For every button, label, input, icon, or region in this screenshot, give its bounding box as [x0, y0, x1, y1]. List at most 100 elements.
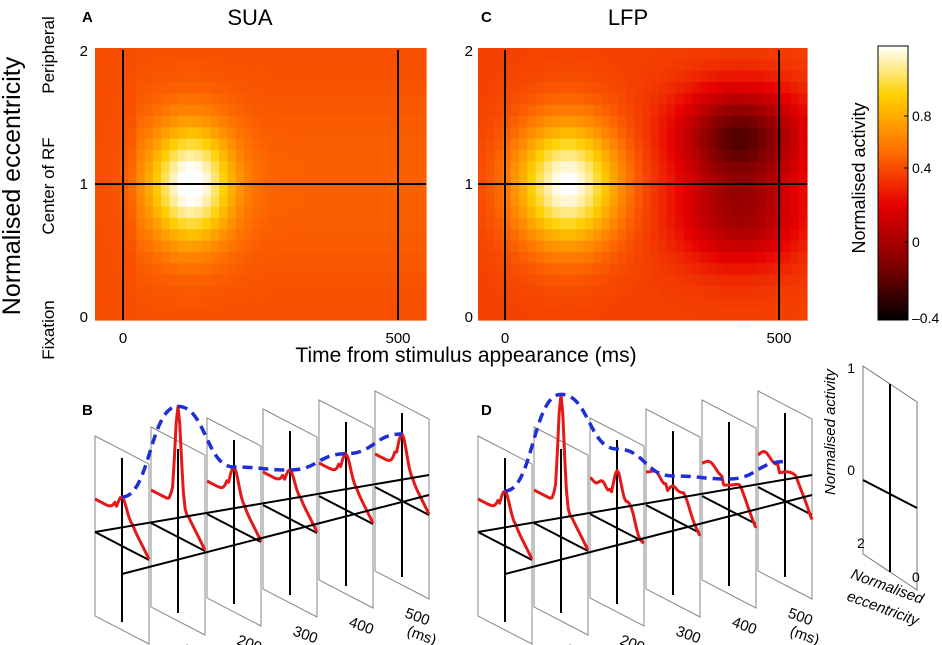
heatmap-cell [219, 82, 229, 94]
heatmap-cell [103, 286, 113, 298]
heatmap-cell [543, 229, 553, 242]
heatmap-cell [202, 104, 212, 117]
heatmap-cell [617, 70, 627, 83]
heatmap-cell [790, 274, 800, 287]
heatmap-cell [675, 138, 685, 151]
heatmap-cell [277, 195, 286, 208]
heatmap-cell [128, 138, 137, 151]
heatmap-cell [293, 116, 303, 128]
heatmap-cell [708, 297, 718, 310]
heatmap-cell [227, 240, 237, 253]
heatmap-cell [186, 240, 195, 253]
time-axis-upper [477, 474, 813, 533]
heatmap-cell [334, 104, 344, 117]
heatmap-cell [152, 127, 162, 140]
heatmap-cell [708, 229, 718, 242]
heatmap-cell [252, 172, 262, 185]
heatmap-cell [560, 161, 570, 174]
heatmap-cell [359, 206, 369, 219]
heatmap-cell [486, 70, 496, 83]
heatmap-cell [177, 297, 187, 310]
heatmap-cell [351, 161, 361, 174]
heatmap-cell [535, 104, 545, 117]
heatmap-cell [617, 240, 627, 253]
heatmap-cell [741, 206, 751, 219]
heatmap-cell [535, 138, 545, 151]
heatmap-cell [409, 240, 419, 253]
heatmap-cell [194, 206, 204, 219]
heatmap-cell [186, 195, 195, 208]
heatmap-cell [757, 116, 767, 128]
heatmap-cell [318, 70, 328, 83]
heatmap-cell [227, 286, 237, 298]
heatmap-cell [510, 218, 520, 230]
heatmap-cell [210, 308, 220, 321]
heatmap-cell [691, 172, 701, 185]
heatmap-cell [235, 138, 245, 151]
heatmap-cell [252, 104, 262, 117]
heatmap-cell [318, 195, 328, 208]
heatmap-cell [227, 161, 237, 174]
heatmap-cell [177, 104, 187, 117]
heatmap-cell [716, 240, 726, 253]
heatmap-cell [326, 161, 336, 174]
heatmap-cell [161, 93, 171, 106]
heatmap-cell [642, 104, 652, 117]
heatmap-cell [277, 127, 286, 140]
heatmap-cell [128, 263, 137, 276]
heatmap-cell [334, 274, 344, 287]
heatmap-cell [765, 82, 775, 94]
heatmap-cell [210, 274, 220, 287]
heatmap-cell [268, 82, 278, 94]
heatmap-cell [103, 104, 113, 117]
heatmap-cell [368, 150, 377, 162]
heatmap-cell [326, 286, 336, 298]
heatmap-cell [401, 274, 411, 287]
heatmap-cell [724, 70, 734, 83]
heatmap-cell [626, 240, 635, 253]
heatmap-cell [136, 252, 146, 264]
heatmap-cell [368, 206, 377, 219]
heatmap-cell [401, 240, 411, 253]
heatmap-cell [724, 172, 734, 185]
heatmap-cell [169, 150, 179, 162]
heatmap-cell [749, 206, 759, 219]
heatmap-cell [749, 161, 759, 174]
heatmap-cell [235, 240, 245, 253]
heatmap-cell [376, 138, 386, 151]
heatmap-cell [169, 104, 179, 117]
heatmap-cell [202, 59, 212, 72]
heatmap-cell [543, 240, 553, 253]
heatmap-cell [169, 274, 179, 287]
heatmap-cell [552, 184, 561, 196]
time-axis-lower [121, 494, 430, 575]
heatmap-cell [724, 229, 734, 242]
heatmap-cell [136, 93, 146, 106]
heatmap-cell [609, 229, 619, 242]
heatmap-cell [478, 218, 487, 230]
heatmap-cell [152, 70, 162, 83]
heatmap-cell [757, 150, 767, 162]
heatmap-cell [128, 93, 137, 106]
heatmap-cell [601, 127, 611, 140]
heatmap-cell [310, 82, 320, 94]
heatmap-cell [765, 116, 775, 128]
heatmap-cell [227, 93, 237, 106]
heatmap-cell [152, 161, 162, 174]
heatmap-cell [584, 82, 594, 94]
heatmap-cell [293, 229, 303, 242]
heatmap-cell [318, 127, 328, 140]
heatmap-cell [293, 308, 303, 321]
heatmap-cell [334, 172, 344, 185]
heatmap-cell [326, 308, 336, 321]
heatmap-cell [626, 127, 635, 140]
heatmap-cell [293, 48, 303, 60]
heatmap-cell [376, 286, 386, 298]
heatmap-cell [782, 206, 792, 219]
heatmap-cell [519, 93, 528, 106]
heatmap-cell [716, 184, 726, 196]
heatmap-cell [318, 218, 328, 230]
heatmap-cell [486, 82, 496, 94]
heatmap-cell [691, 70, 701, 83]
heatmap-cell [716, 104, 726, 117]
